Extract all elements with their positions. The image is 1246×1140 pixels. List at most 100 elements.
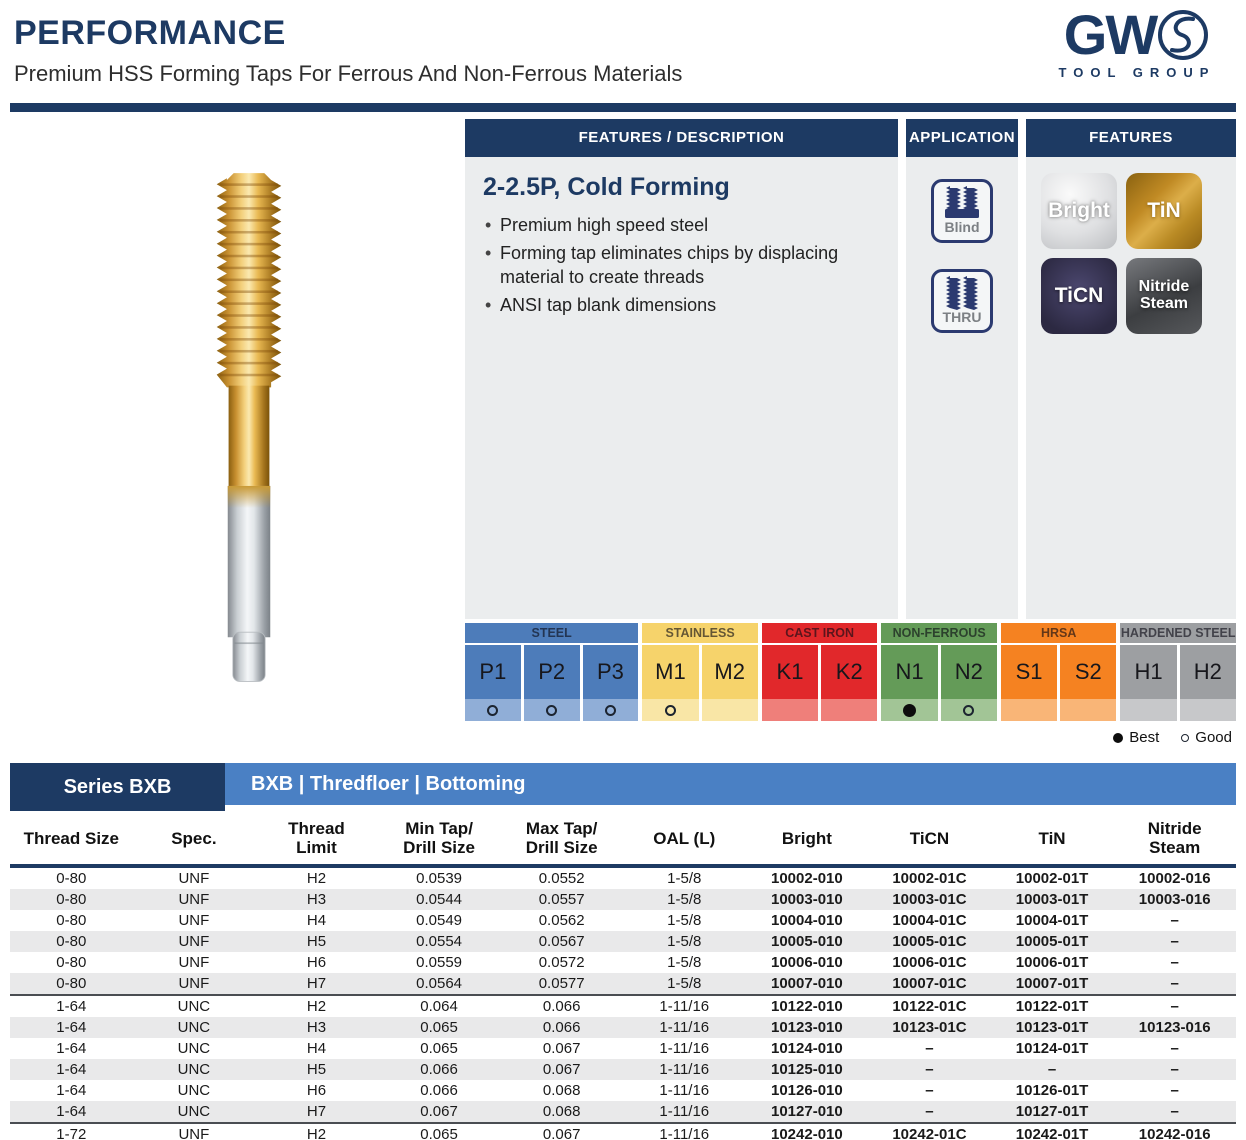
table-cell: H6 <box>306 954 327 972</box>
table-cell: 10004-01T <box>1015 912 1089 930</box>
table-row: 1-64 UNC H5 0.066 0.067 1-11/16 10125-010– – – <box>10 1059 1236 1081</box>
chart-cell-code: P1 <box>465 645 521 699</box>
feature-bullet-list: Premium high speed steel Forming tap elim… <box>483 214 880 318</box>
table-cell: 10002-01T <box>1015 870 1089 888</box>
table-cell: 10006-010 <box>770 954 843 972</box>
chart-cell-code: S2 <box>1060 645 1117 699</box>
features-panel: FEATURES Bright TiN TiCN Nitride Steam <box>1026 119 1236 619</box>
application-item: THRU <box>931 269 993 333</box>
chart-cell: H2 <box>1179 645 1236 721</box>
table-cell: 10127-01T <box>990 1101 1114 1124</box>
table-cell: UNF <box>132 973 256 996</box>
table-cell: 1-11/16 <box>622 1059 746 1081</box>
good-mark-icon <box>664 704 676 716</box>
table-cell: 10242-01T <box>990 1122 1114 1140</box>
column-header: Bright <box>745 811 869 869</box>
chart-cell-code: H1 <box>1120 645 1177 699</box>
table-cell: 10123-010 <box>745 1017 869 1039</box>
chart-cell-code: N2 <box>940 645 997 699</box>
chart-cell-code: N1 <box>881 645 938 699</box>
table-row: 0-80 UNF H5 0.0554 0.0567 1-5/8 10005-010 10005… <box>10 931 1236 953</box>
table-cell: – <box>925 1082 934 1100</box>
chart-cell-mark <box>523 699 580 721</box>
column-header: OAL (L) <box>622 811 746 869</box>
table-cell: H5 <box>255 931 378 953</box>
table-cell: 0.067 <box>500 1122 623 1140</box>
table-cell: 0.0552 <box>538 870 585 888</box>
table-cell: 0.068 <box>542 1082 581 1100</box>
table-cell: 1-11/16 <box>659 1040 710 1058</box>
table-cell: 1-5/8 <box>622 889 746 911</box>
table-cell: 10242-010 <box>745 1122 869 1140</box>
product-image <box>10 119 465 741</box>
page-subtitle: Premium HSS Forming Taps For Ferrous And… <box>14 61 683 86</box>
table-cell: H6 <box>306 1082 327 1100</box>
table-cell: H2 <box>255 994 378 1018</box>
table-cell: UNF <box>178 870 210 888</box>
table-cell: 0-80 <box>56 912 87 930</box>
chart-group-header: NON-FERROUS <box>881 623 997 643</box>
table-row: 1-64 UNC H6 0.066 0.068 1-11/16 10126-010 – 1012… <box>10 1080 1236 1101</box>
table-cell: 10003-016 <box>1113 889 1236 911</box>
table-cell: UNF <box>132 1122 256 1140</box>
features-header: FEATURES <box>1026 119 1236 157</box>
chart-group: HRSA S1 S2 <box>1000 623 1117 721</box>
table-cell: 0.0577 <box>500 973 623 996</box>
chart-cell-mark <box>582 699 639 721</box>
table-cell: 10122-010 <box>745 994 869 1018</box>
chart-group: STAINLESS M1 M2 <box>642 623 758 721</box>
chart-cell-code: P3 <box>582 645 639 699</box>
coating-badge-bright: Bright <box>1041 173 1117 249</box>
chart-legend: Best Good <box>465 729 1236 746</box>
series-label: Series BXB <box>10 763 225 811</box>
table-cell: H2 <box>255 1122 378 1140</box>
table-cell: – <box>925 1040 934 1058</box>
application-label: THRU <box>942 309 982 325</box>
chart-cell: P2 <box>523 645 580 721</box>
table-cell: UNC <box>132 1059 256 1081</box>
table-cell: 10002-01C <box>892 870 967 888</box>
table-cell: 1-11/16 <box>622 1101 746 1124</box>
table-cell: H7 <box>255 973 378 996</box>
column-header: Thread Limit <box>255 811 378 869</box>
table-cell: 10005-01T <box>990 931 1114 953</box>
table-cell: 0.065 <box>377 1122 501 1140</box>
chart-cell-mark <box>1179 699 1236 721</box>
best-legend-icon <box>1113 732 1124 743</box>
table-cell: 0.067 <box>542 1040 581 1058</box>
chart-cell: S2 <box>1060 645 1117 721</box>
application-label: Blind <box>944 219 980 235</box>
chart-cell-code: S1 <box>1000 645 1058 699</box>
chart-cell-mark <box>701 699 758 721</box>
table-cell: 1-5/8 <box>622 931 746 953</box>
chart-group-cells: H1 H2 <box>1120 645 1236 721</box>
table-cell: 10006-01C <box>892 954 967 972</box>
chart-group: STEEL P1 P2 P3 <box>465 623 639 721</box>
chart-cell-mark <box>761 699 819 721</box>
legend-item: Best <box>1113 729 1159 746</box>
chart-cell-code: H2 <box>1179 645 1236 699</box>
table-cell: 10242-01C <box>868 1122 991 1140</box>
page-title: PERFORMANCE <box>14 14 286 52</box>
table-cell: 1-64 <box>10 1101 133 1124</box>
coating-badge-ticn: TiCN <box>1041 258 1117 334</box>
table-cell: 1-5/8 <box>667 870 702 888</box>
table-cell: 0.0544 <box>377 889 501 911</box>
table-cell: 0.0567 <box>500 931 623 953</box>
chart-cell: M1 <box>642 645 699 721</box>
table-cell: 10003-01C <box>868 889 991 911</box>
chart-group-header: HRSA <box>1000 623 1117 643</box>
table-row: 0-80 UNF H4 0.0549 0.0562 1-5/8 10004-010 10004… <box>10 910 1236 931</box>
table-cell: 0.066 <box>377 1059 501 1081</box>
logo-toolgroup-text: TOOL GROUP <box>1058 65 1216 80</box>
table-cell: 0.067 <box>377 1101 501 1124</box>
chart-cell: S1 <box>1000 645 1058 721</box>
table-cell: UNC <box>132 1017 256 1039</box>
chart-cell: K1 <box>761 645 819 721</box>
table-cell: 10123-01T <box>990 1017 1114 1039</box>
table-cell: – <box>990 1059 1114 1081</box>
table-cell: 10005-01C <box>868 931 991 953</box>
coating-badge-tin: TiN <box>1126 173 1202 249</box>
table-cell: 1-64 <box>56 1082 87 1100</box>
chart-cell-mark <box>1120 699 1177 721</box>
